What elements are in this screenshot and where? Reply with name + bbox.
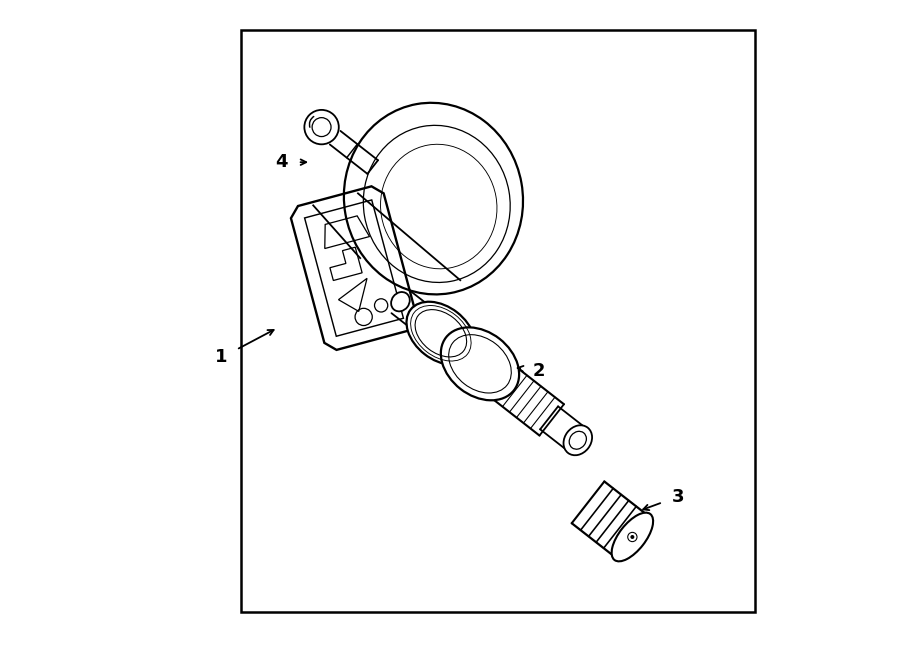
Text: 3: 3 [672, 487, 685, 506]
Ellipse shape [612, 512, 653, 561]
Polygon shape [291, 186, 417, 350]
Text: 1: 1 [215, 348, 228, 367]
Ellipse shape [392, 292, 410, 311]
Ellipse shape [407, 302, 475, 365]
Text: 2: 2 [533, 361, 545, 380]
Bar [241, 30, 754, 612]
Circle shape [627, 532, 637, 542]
Ellipse shape [441, 328, 519, 401]
Circle shape [630, 535, 634, 539]
Circle shape [304, 110, 338, 144]
Ellipse shape [563, 425, 592, 455]
Text: 4: 4 [274, 153, 287, 171]
